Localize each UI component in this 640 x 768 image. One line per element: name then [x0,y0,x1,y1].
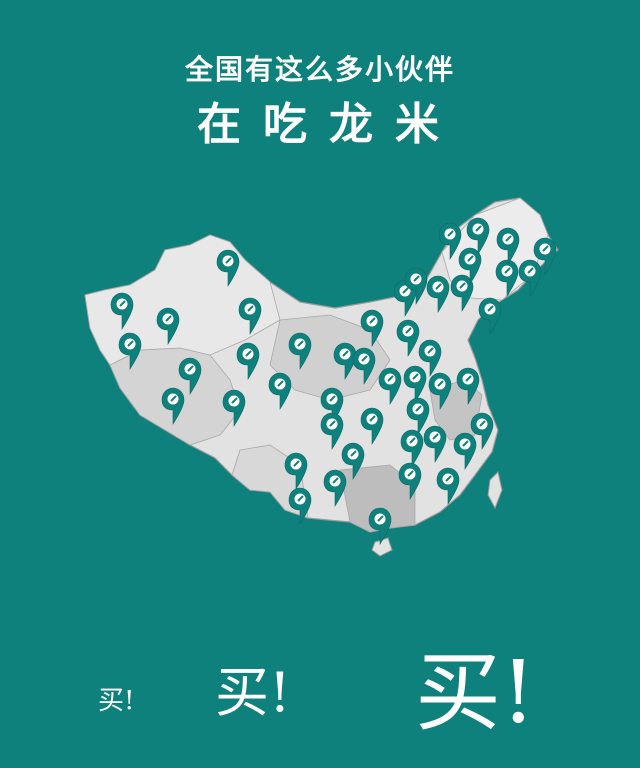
buy-text-medium: 买! [215,661,291,724]
map-pin-icon [518,259,542,297]
region-south [339,464,416,533]
taiwan-island [487,471,503,510]
buy-text-small: 买! [98,686,135,716]
headline-line-1: 全国有这么多小伙伴 [184,53,455,86]
headline-line-2: 在吃龙米 [197,99,461,150]
map-pin-icon [478,297,502,335]
map-pin-icon [288,487,312,525]
buy-text-large: 买! [415,643,536,743]
hainan-island [371,537,393,557]
china-map [84,197,559,557]
